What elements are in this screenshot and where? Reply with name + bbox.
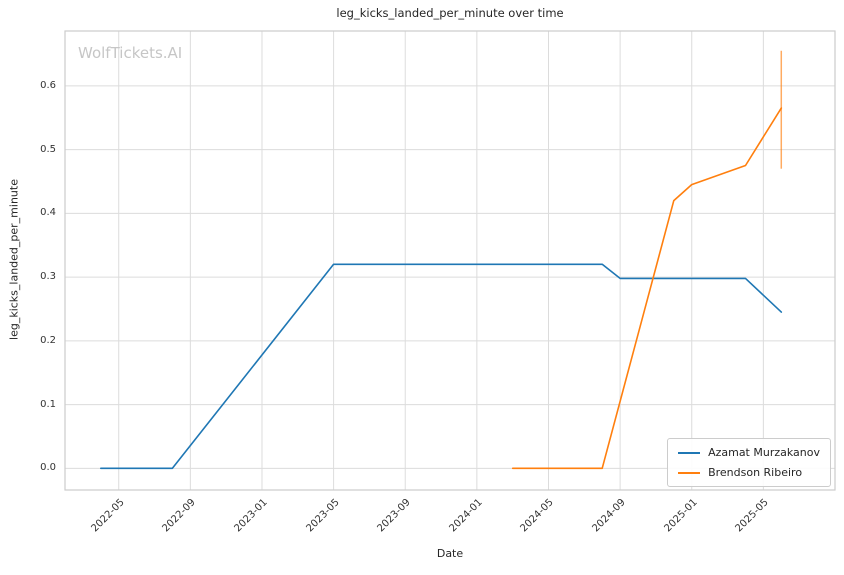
y-tick-label: 0.4 [40,207,56,219]
legend-line-sample-brendson [678,471,701,474]
legend-label-brendson: Brendson Ribeiro [708,466,803,479]
plot-border [64,30,836,491]
chart-title: leg_kicks_landed_per_minute over time [336,6,564,20]
legend: Azamat Murzakanov Brendson Ribeiro [667,438,831,487]
series-line-2 [511,107,783,470]
legend-line-sample-azamat [678,451,701,454]
y-tick-label: 0.2 [40,334,56,346]
legend-label-azamat: Azamat Murzakanov [708,446,820,459]
watermark: WolfTickets.AI [78,44,183,62]
y-tick-label: 0.1 [40,398,56,410]
y-tick-label: 0.5 [40,143,56,155]
series-line-1 [100,263,783,470]
x-axis-label: Date [436,547,464,560]
y-tick-label: 0.6 [40,79,56,91]
legend-item-azamat: Azamat Murzakanov [678,446,820,459]
y-tick-label: 0.0 [40,462,56,474]
y-tick-label: 0.3 [40,271,56,283]
legend-item-brendson: Brendson Ribeiro [678,466,820,479]
